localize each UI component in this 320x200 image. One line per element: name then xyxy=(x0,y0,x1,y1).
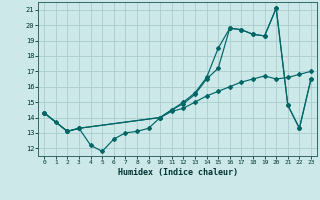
X-axis label: Humidex (Indice chaleur): Humidex (Indice chaleur) xyxy=(118,168,238,177)
